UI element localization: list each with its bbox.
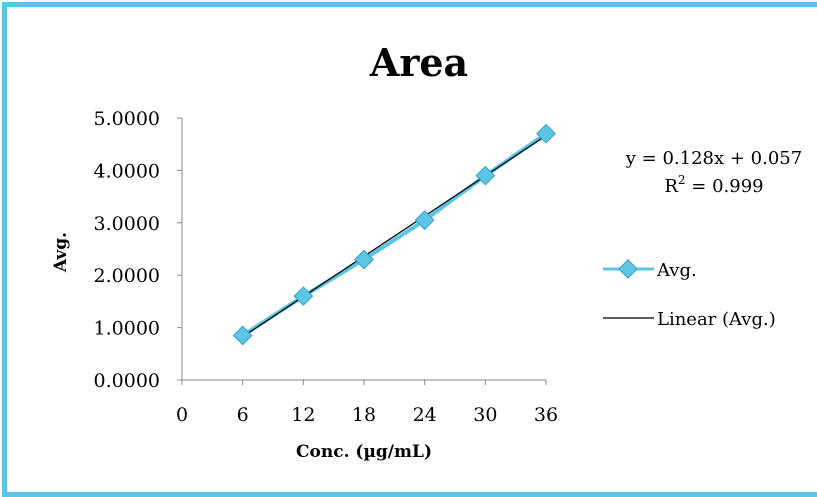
x-tick-label: 6: [237, 404, 249, 426]
trendline-r-squared: R2 = 0.999: [664, 173, 763, 197]
x-tick-label: 12: [291, 404, 315, 426]
x-tick-label: 24: [413, 404, 437, 426]
y-axis-title: Avg.: [51, 232, 71, 273]
series-avg-line: [241, 132, 548, 338]
y-tick-label: 3.0000: [94, 213, 160, 235]
r2-suffix: = 0.999: [686, 176, 764, 197]
x-tick-label: 18: [352, 404, 376, 426]
y-tick-label: 5.0000: [94, 108, 160, 130]
data-point-marker: [354, 249, 374, 270]
x-tick-label: 36: [534, 404, 558, 426]
r2-superscript: 2: [678, 173, 686, 187]
x-axis-title: Conc. (µg/mL): [296, 442, 432, 462]
y-tick-label: 2.0000: [94, 265, 160, 287]
y-tick-label: 4.0000: [94, 160, 160, 182]
trendline-equation: y = 0.128x + 0.057: [625, 148, 802, 169]
x-tick-label: 30: [473, 404, 497, 426]
data-point-marker: [293, 286, 314, 307]
data-point-marker: [536, 123, 556, 144]
legend-avg-marker: [618, 259, 638, 279]
legend-linear-label: Linear (Avg.): [657, 309, 776, 330]
data-point-marker: [475, 165, 496, 186]
y-tick-label: 0.0000: [94, 370, 160, 392]
data-point-marker: [232, 325, 253, 346]
legend-item-avg: Avg.: [603, 259, 697, 281]
trendline-linear: [242, 135, 547, 338]
legend: Avg. Linear (Avg.): [603, 259, 776, 330]
legend-avg-label: Avg.: [656, 260, 697, 281]
x-axis-ticks: 0 6 12 18 24 30 36: [176, 380, 558, 426]
chart-title: Area: [369, 40, 468, 85]
x-tick-label: 0: [176, 404, 188, 426]
y-tick-label: 1.0000: [94, 318, 160, 340]
legend-item-linear: Linear (Avg.): [603, 309, 776, 330]
r2-prefix: R: [664, 176, 678, 197]
data-point-marker: [414, 210, 435, 231]
y-axis-ticks: 0.0000 1.0000 2.0000 3.0000 4.0000 5.0000: [94, 108, 182, 392]
series-layer: [232, 123, 556, 346]
